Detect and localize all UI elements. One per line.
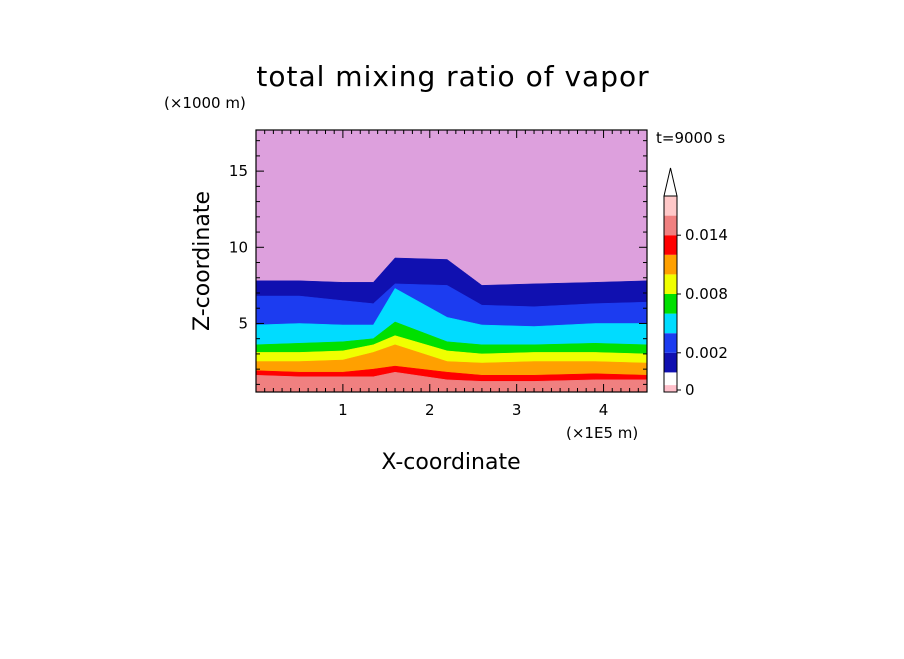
colorbar-band-3 xyxy=(664,313,677,334)
chart-title: total mixing ratio of vapor xyxy=(256,60,649,93)
colorbar-tick-label: 0.008 xyxy=(685,285,728,303)
x-tick-label: 2 xyxy=(425,401,435,419)
y-axis-unit: (×1000 m) xyxy=(164,94,246,112)
x-axis-unit: (×1E5 m) xyxy=(566,424,638,442)
y-tick-label: 10 xyxy=(229,238,248,256)
plot-border xyxy=(255,129,648,393)
colorbar-tick-label: 0.002 xyxy=(685,344,728,362)
colorbar-band-1 xyxy=(664,352,677,373)
y-axis-ticks: 5 10 15 xyxy=(229,140,647,385)
colorbar-band-0 xyxy=(664,385,677,392)
plot-frame xyxy=(255,129,648,393)
colorbar-band-8 xyxy=(664,215,677,236)
x-tick-label: 1 xyxy=(338,401,348,419)
y-tick-label: 5 xyxy=(238,314,248,332)
contour-field xyxy=(256,130,647,392)
contour-band-7 xyxy=(256,371,647,392)
x-axis-label: X-coordinate xyxy=(381,450,520,475)
time-label: t=9000 s xyxy=(656,129,725,147)
colorbar-band-2 xyxy=(664,333,677,353)
y-tick-label: 15 xyxy=(229,162,248,180)
colorbar-extend-triangle xyxy=(663,167,678,197)
x-tick-label: 4 xyxy=(599,401,609,419)
x-tick-label: 3 xyxy=(512,401,522,419)
x-axis-ticks: 1 2 3 4 xyxy=(264,130,639,419)
colorbar-band-4 xyxy=(664,294,677,314)
colorbar-band-5 xyxy=(664,274,677,294)
colorbar-band-6 xyxy=(664,254,677,275)
colorbar-band-7 xyxy=(664,235,677,255)
colorbar-band-9 xyxy=(664,196,677,216)
colorbar: 0 0.002 0.008 0.014 xyxy=(663,167,728,399)
colorbar-tick-label: 0 xyxy=(685,381,695,399)
y-axis-label: Z-coordinate xyxy=(190,191,215,331)
colorbar-tick-label: 0.014 xyxy=(685,226,728,244)
